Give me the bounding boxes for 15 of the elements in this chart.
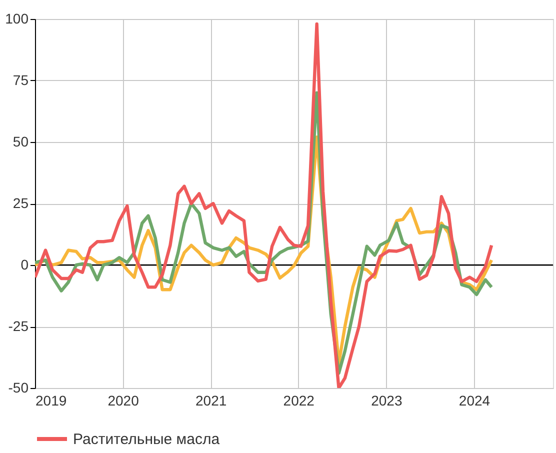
x-tick-label: 2022	[283, 392, 315, 408]
y-tick-label: -25	[8, 318, 29, 334]
x-tick-label: 2023	[371, 392, 402, 408]
x-tick-label: 2019	[36, 392, 67, 408]
y-tick-label: 75	[12, 72, 29, 88]
y-tick-label: 0	[20, 256, 29, 272]
x-tick-label: 2021	[196, 392, 227, 408]
y-tick-label: 25	[12, 195, 29, 211]
legend-label: Растительные масла	[73, 431, 220, 448]
x-tick-label: 2020	[108, 392, 140, 408]
y-tick-label: 100	[5, 10, 29, 26]
x-tick-label: 2024	[458, 392, 490, 408]
y-tick-label: -50	[8, 380, 29, 396]
line-series	[35, 22, 494, 388]
y-tick-label: 50	[12, 134, 29, 150]
